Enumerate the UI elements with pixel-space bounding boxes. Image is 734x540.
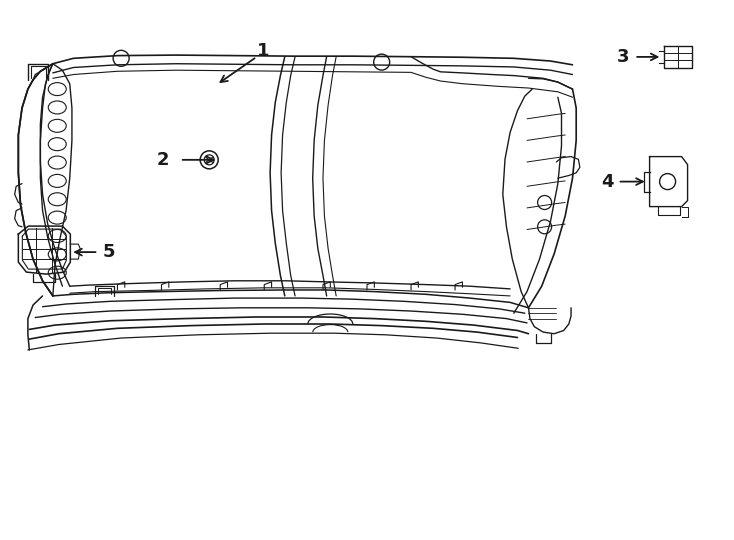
Text: 2: 2 [156,151,169,169]
Text: 1: 1 [256,42,269,60]
Text: 5: 5 [102,243,115,261]
Text: 4: 4 [601,173,614,191]
Text: 3: 3 [617,48,629,66]
